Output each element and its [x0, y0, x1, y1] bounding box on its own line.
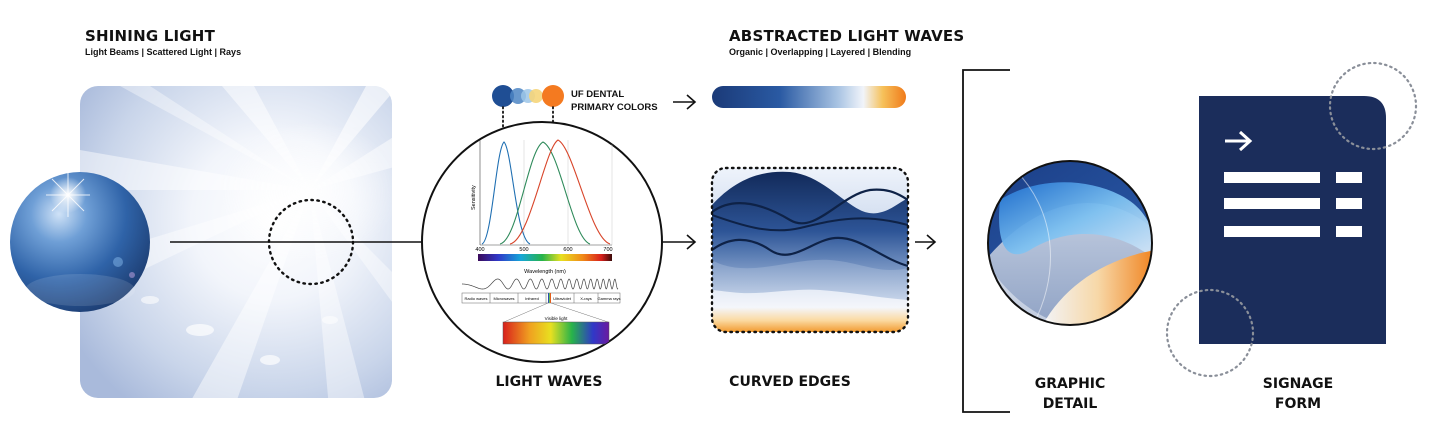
uf-blue-dot	[492, 85, 514, 107]
dotted-circle-top	[1328, 61, 1418, 151]
gradient-color-bar	[712, 86, 906, 108]
dotted-focus-circle	[267, 198, 355, 286]
signage-panel	[1199, 96, 1386, 344]
light-waves-circle: Sensitivity 400 500 600 700 Wavelength (…	[421, 121, 663, 363]
curved-edges-panel	[710, 166, 910, 334]
label-graphic-detail: GRAPHIC DETAIL	[1018, 374, 1122, 414]
signage-text-lines	[1224, 172, 1362, 237]
primary-colors-line2: PRIMARY COLORS	[571, 102, 658, 113]
label-light-waves: LIGHT WAVES	[495, 374, 603, 390]
band-microwave: Microwaves	[493, 296, 514, 301]
band-ultraviolet: Ultraviolet	[553, 296, 572, 301]
bracket	[962, 69, 1010, 413]
label-graphic-detail-line2: DETAIL	[1042, 396, 1098, 412]
x-tick-700: 700	[603, 247, 612, 253]
x-tick-600: 600	[563, 247, 572, 253]
sensitivity-chart: Sensitivity 400 500 600 700	[471, 139, 613, 253]
chart-ylabel: Sensitivity	[471, 185, 477, 210]
arrow-to-curved-edges	[663, 234, 697, 250]
em-bands: Radio waves Microwaves Infrared Ultravio…	[461, 292, 621, 304]
signage-form	[1165, 61, 1418, 378]
band-xray: X-rays	[580, 296, 592, 301]
label-signage-form: SIGNAGE FORM	[1246, 374, 1350, 414]
visible-light-label: Visible light	[545, 316, 568, 321]
section-title-abstracted-light-waves: ABSTRACTED LIGHT WAVES	[729, 27, 965, 45]
section-subtitle-shining-light: Light Beams | Scattered Light | Rays	[85, 47, 242, 57]
arrow-to-bracket	[915, 234, 937, 250]
dotted-circle-bottom	[1165, 288, 1255, 378]
em-wave	[462, 278, 619, 290]
label-curved-edges: CURVED EDGES	[729, 374, 851, 390]
label-signage-form-line2: FORM	[1274, 396, 1322, 412]
arrow-icon	[1225, 130, 1253, 152]
primary-colors-label: UF DENTAL PRIMARY COLORS	[571, 88, 658, 114]
blue-orb	[10, 172, 150, 312]
section-subtitle-abstracted-light-waves: Organic | Overlapping | Layered | Blendi…	[729, 47, 912, 57]
visible-spectrum-band	[502, 321, 610, 345]
band-infrared: Infrared	[525, 296, 539, 301]
band-gamma: Gamma rays	[598, 296, 621, 301]
uf-orange-dot	[542, 85, 564, 107]
primary-colors-line1: UF DENTAL	[571, 89, 625, 100]
chart-xlabel: Wavelength (nm)	[524, 269, 566, 275]
x-tick-500: 500	[519, 247, 528, 253]
label-signage-form-line1: SIGNAGE	[1262, 376, 1334, 392]
graphic-detail-circle	[987, 160, 1153, 326]
arrow-to-gradient-bar	[673, 94, 697, 110]
primary-color-dots	[492, 85, 564, 136]
x-tick-400: 400	[475, 247, 484, 253]
section-title-shining-light: SHINING LIGHT	[85, 27, 215, 45]
band-radio: Radio waves	[465, 296, 488, 301]
label-graphic-detail-line1: GRAPHIC	[1034, 376, 1106, 392]
spectrum-bar	[478, 254, 612, 261]
